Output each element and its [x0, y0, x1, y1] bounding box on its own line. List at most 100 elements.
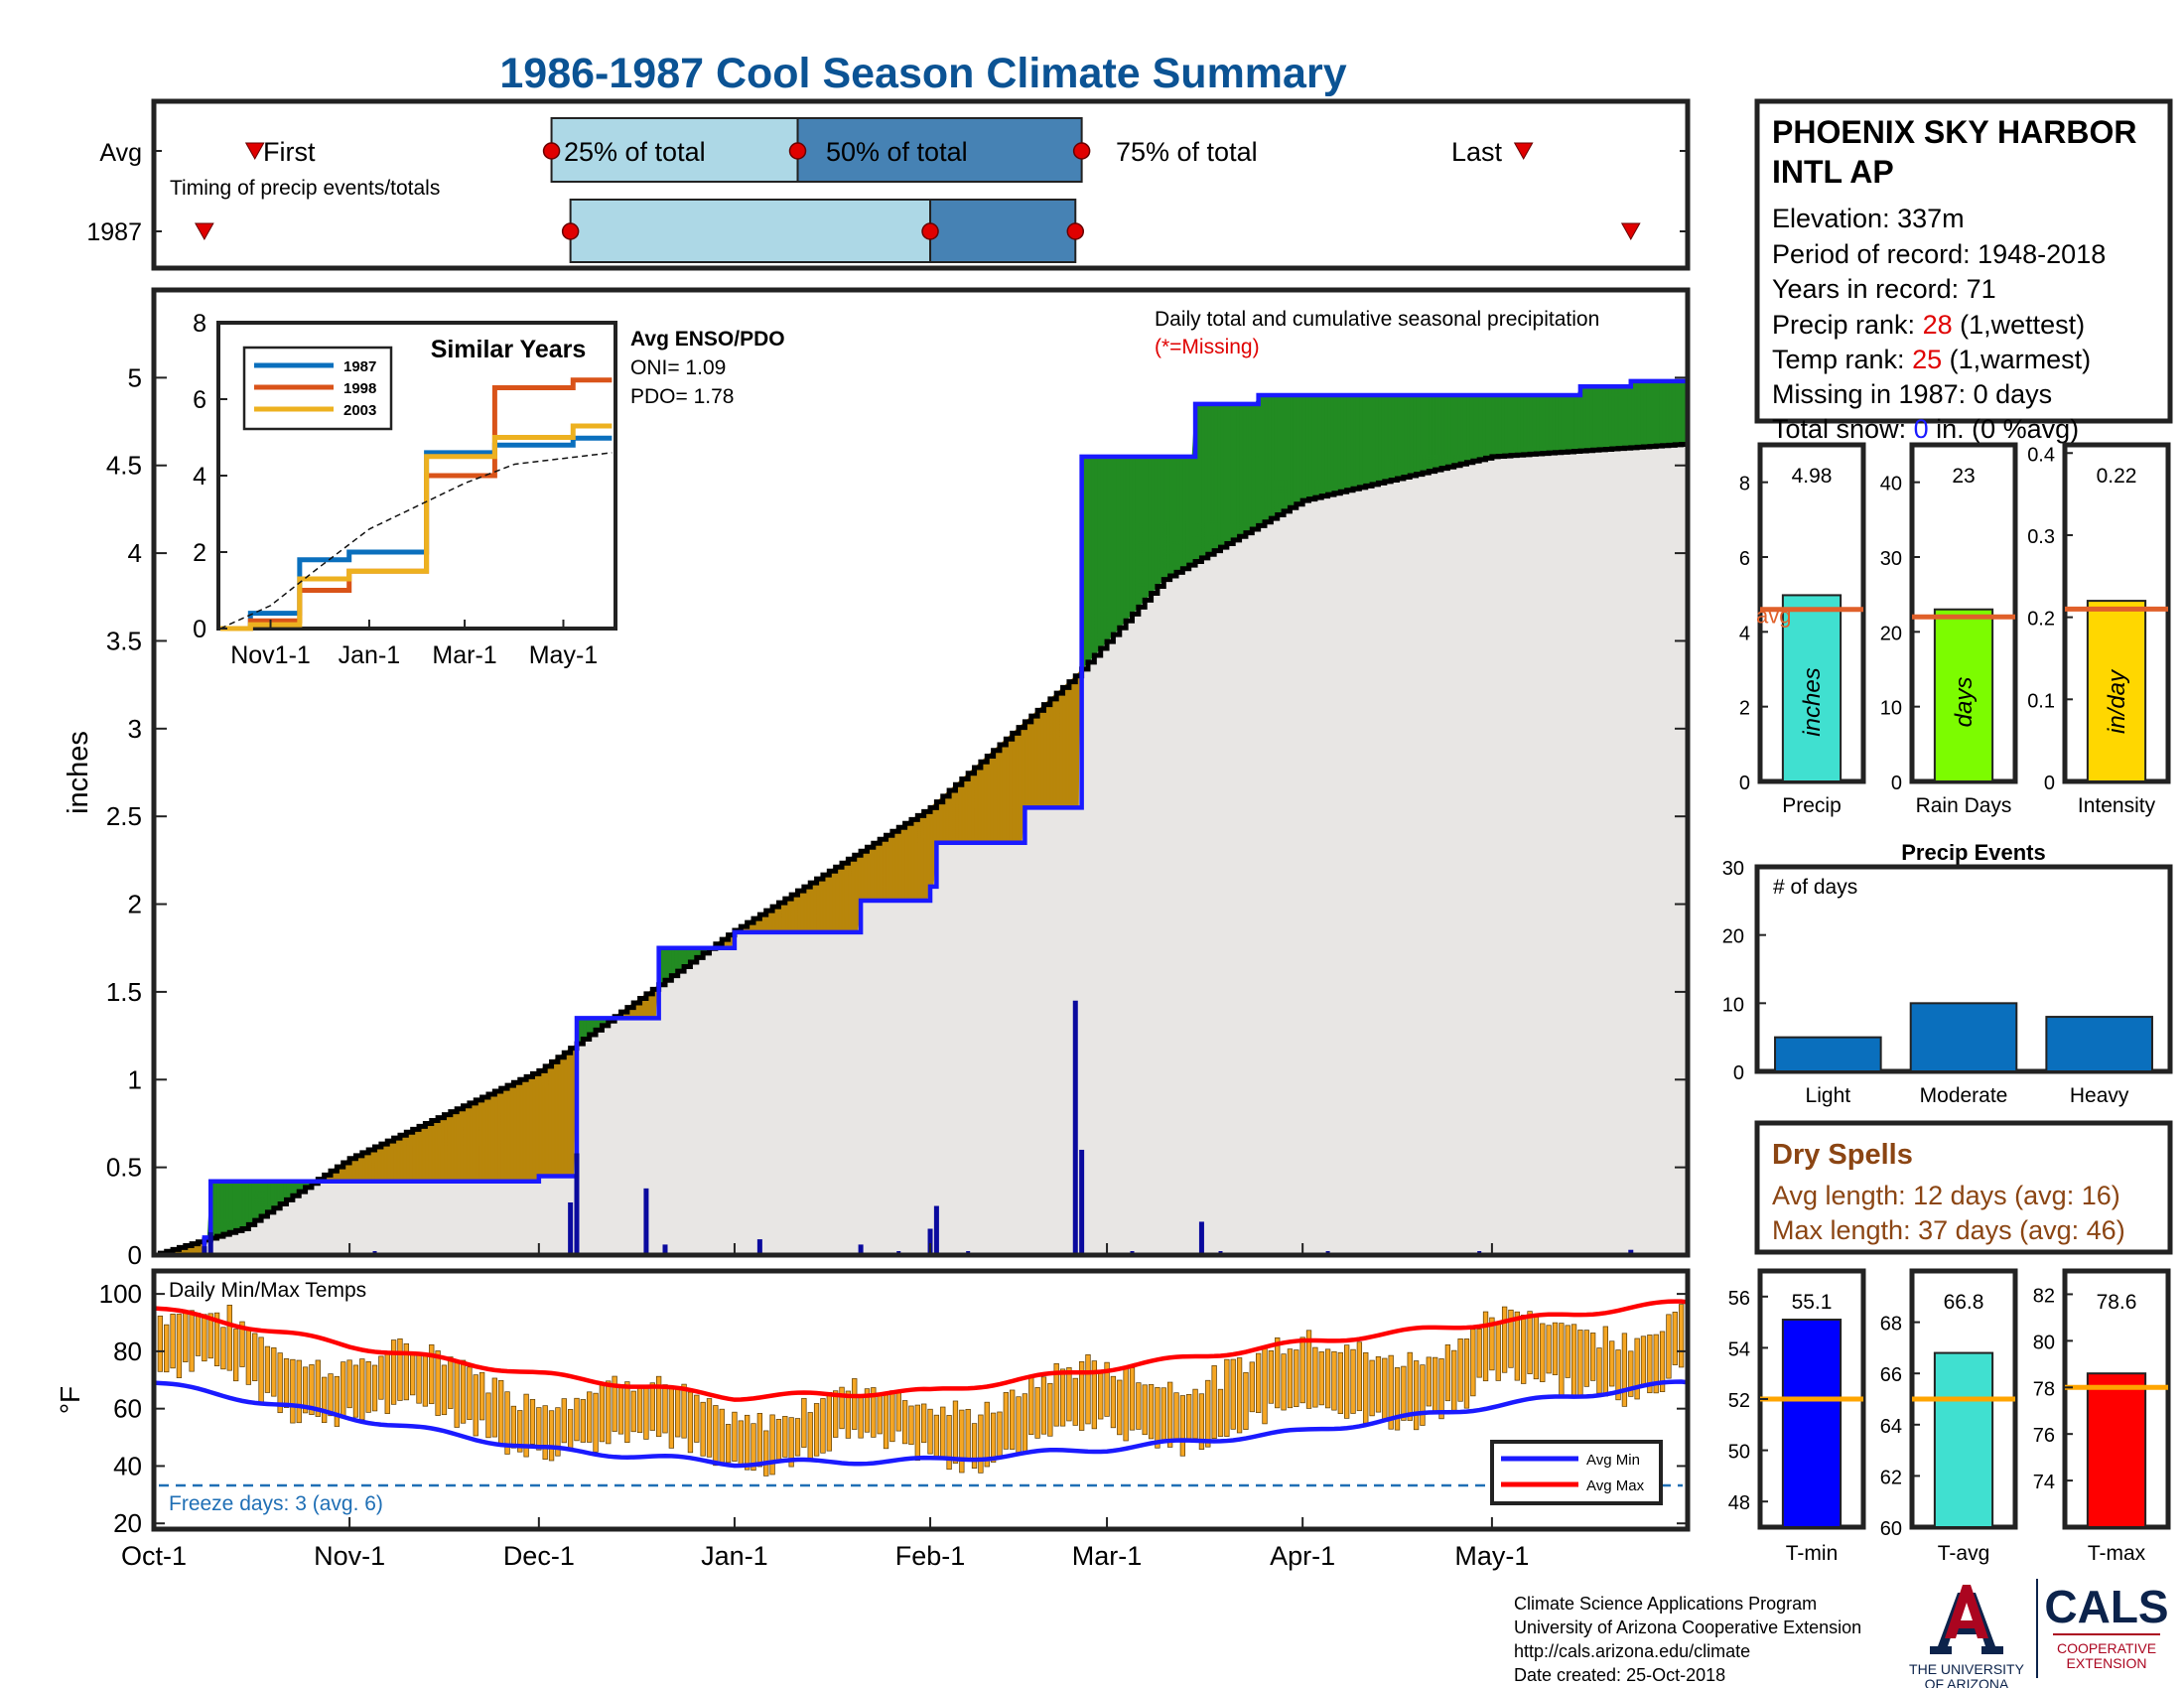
- temp-day-bar: [574, 1397, 580, 1442]
- temp-summary-label: T-avg: [1938, 1542, 1990, 1565]
- temp-day-bar: [170, 1314, 176, 1369]
- month-label: Dec-1: [503, 1541, 575, 1571]
- temp-day-bar: [593, 1392, 599, 1453]
- temp-day-bar: [504, 1391, 510, 1455]
- avg-cumulative-line: [154, 442, 1688, 1258]
- month-label: Mar-1: [1072, 1541, 1143, 1571]
- temp-day-bar: [555, 1407, 561, 1457]
- temp-summary-panel-t-avg: 66.8 60 62 64 66 68 T-avg: [1880, 1268, 2018, 1565]
- temp-day-bar: [416, 1353, 422, 1404]
- temp-summary-panels: 55.1 48 50 52 54 56 T-min 66.8 60 62 64 66 68 T-avg 78…: [1728, 1268, 2171, 1565]
- main-note: Daily total and cumulative seasonal prec…: [1155, 308, 1599, 331]
- temp-day-bar: [1085, 1354, 1091, 1425]
- event-bar: [1774, 1036, 1882, 1072]
- temp-summary-tick-label: 54: [1728, 1338, 1750, 1360]
- temp-day-bar: [277, 1352, 283, 1414]
- temp-day-bar: [883, 1392, 889, 1450]
- temp-day-bar: [334, 1375, 341, 1427]
- month-axis-labels: Oct-1 Nov-1 Dec-1 Jan-1 Feb-1 Mar-1 Apr-1 May-1: [121, 1243, 1529, 1571]
- temp-day-bar: [895, 1390, 901, 1432]
- temp-day-bar: [435, 1350, 441, 1416]
- timing-avg-quartile-marker-0: [542, 142, 561, 160]
- temp-day-bar: [397, 1337, 403, 1401]
- ua-logo-line1: THE UNIVERSITY: [1909, 1661, 2025, 1677]
- temp-day-bar: [1407, 1351, 1413, 1421]
- summary-tick-label: 0: [1891, 773, 1902, 794]
- temp-day-bar: [580, 1399, 586, 1443]
- temp-day-bar: [612, 1375, 617, 1432]
- temp-day-bar: [946, 1415, 952, 1471]
- temp-summary-tick-label: 62: [1880, 1467, 1902, 1488]
- temp-day-bar: [1010, 1389, 1016, 1450]
- temp-day-bar: [775, 1419, 782, 1461]
- temp-day-bar: [1501, 1306, 1508, 1373]
- temp-day-bar: [378, 1355, 384, 1400]
- temp-legend-max: Avg Max: [1586, 1477, 1645, 1494]
- temp-day-bar: [328, 1373, 334, 1417]
- temp-day-bar: [302, 1366, 309, 1414]
- daily-precip-bar: [1628, 1249, 1634, 1255]
- station-frame: [1754, 98, 2173, 424]
- page-title: 1986-1987 Cool Season Climate Summary: [499, 50, 1346, 97]
- temp-summary-tick-label: 74: [2033, 1472, 2055, 1493]
- temp-day-bar: [1268, 1350, 1275, 1404]
- station-name-line2: INTL AP: [1772, 154, 1894, 190]
- inset-x-tick-label: Mar-1: [432, 641, 496, 669]
- station-info-panel: PHOENIX SKY HARBOR INTL AP Elevation: 33…: [1754, 98, 2173, 444]
- event-tick-label: 10: [1722, 994, 1744, 1016]
- cumulative-1987-line: [154, 378, 1688, 1258]
- timing-q25-label: 25% of total: [564, 137, 706, 167]
- temp-summary-label: T-min: [1786, 1542, 1839, 1565]
- temp-day-bar: [1596, 1347, 1602, 1394]
- enso-pdo: PDO= 1.78: [630, 385, 734, 408]
- temp-day-bar: [820, 1398, 826, 1454]
- temp-day-bar: [548, 1410, 555, 1462]
- temp-day-bar: [1281, 1353, 1287, 1411]
- temp-day-bar: [1318, 1351, 1324, 1406]
- event-tick-label: 0: [1733, 1062, 1744, 1084]
- temp-summary-value: 78.6: [2097, 1291, 2137, 1314]
- event-tick-label: 30: [1722, 858, 1744, 880]
- temp-day-bar: [365, 1360, 371, 1413]
- temp-summary-tick-label: 82: [2033, 1285, 2055, 1307]
- temp-day-bar: [662, 1384, 668, 1434]
- summary-tick-label: 8: [1739, 474, 1750, 495]
- events-title: Precip Events: [1901, 840, 2046, 865]
- daily-precip-bar: [202, 1246, 207, 1255]
- daily-precip-bar: [207, 1232, 213, 1255]
- event-category-label: Light: [1806, 1084, 1851, 1107]
- main-y-tick-label: 2: [128, 890, 142, 919]
- timing-avg-second-half-box: [796, 117, 1083, 183]
- dry-spells-frame: [1754, 1120, 2173, 1255]
- temp-day-bar: [782, 1416, 788, 1458]
- temp-day-bar: [914, 1404, 920, 1462]
- month-label: May-1: [1454, 1541, 1529, 1571]
- temp-day-bar: [643, 1385, 649, 1440]
- temp-day-bar: [1034, 1387, 1040, 1439]
- temp-day-bar: [473, 1374, 478, 1437]
- timing-markers: [154, 117, 1688, 263]
- temp-day-bar: [1482, 1311, 1489, 1382]
- temp-day-bar: [1217, 1388, 1224, 1437]
- main-y-tick-label: 3: [128, 714, 142, 744]
- temp-day-bar: [1230, 1358, 1236, 1430]
- dry-spells-avg: Avg length: 12 days (avg: 16): [1772, 1181, 2120, 1210]
- temp-avg-lines: [153, 1299, 1689, 1469]
- main-series-lines: [154, 378, 1688, 1258]
- station-elevation: Elevation: 337m: [1772, 204, 1965, 233]
- avg-min-line: [153, 1379, 1689, 1469]
- events-bars: Light Moderate Heavy 0 10 20 30: [1722, 858, 2153, 1107]
- cals-line1: COOPERATIVE: [2057, 1640, 2156, 1656]
- temp-day-bar: [491, 1377, 497, 1438]
- temp-y-tick-label: 80: [113, 1336, 142, 1366]
- temp-day-bar: [467, 1366, 473, 1421]
- station-snow: Total snow: 0 in. (0 %avg): [1772, 414, 2079, 444]
- temp-day-bar: [617, 1385, 624, 1435]
- temp-day-bar: [587, 1391, 593, 1443]
- temp-day-bar: [542, 1405, 548, 1460]
- temp-day-bar: [1016, 1396, 1022, 1454]
- temp-day-bar: [1426, 1356, 1432, 1407]
- summary-bar: [2086, 600, 2147, 782]
- footer-line-2: University of Arizona Cooperative Extens…: [1514, 1618, 1861, 1637]
- temp-day-bar: [738, 1420, 744, 1467]
